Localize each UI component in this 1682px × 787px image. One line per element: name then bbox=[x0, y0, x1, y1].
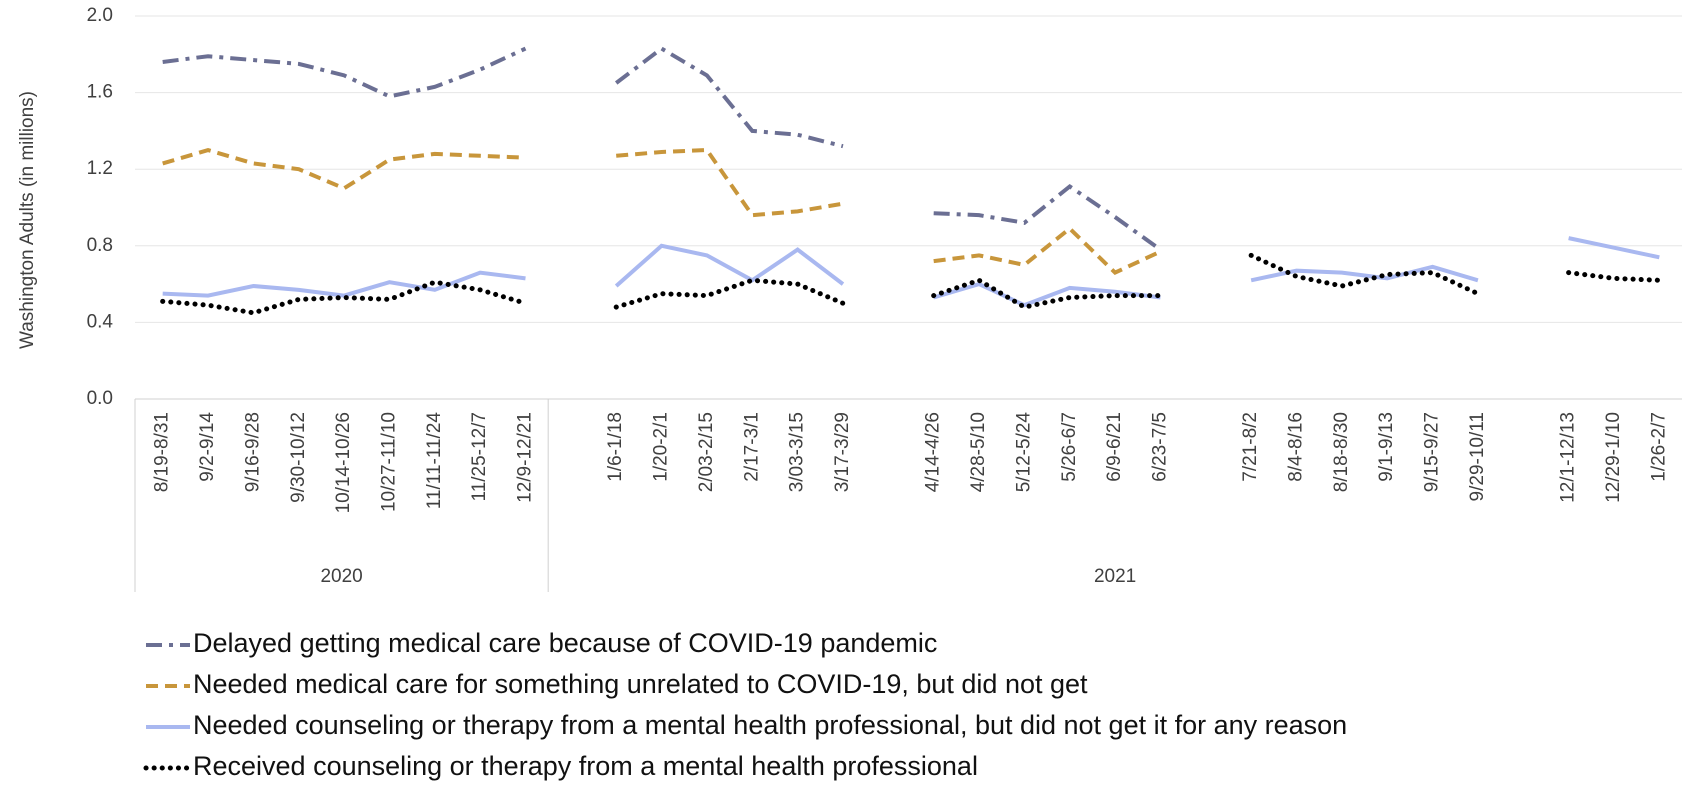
group-label: 2021 bbox=[1094, 566, 1136, 587]
y-tick-label: 0.0 bbox=[87, 388, 113, 409]
x-tick-label: 11/11-11/24 bbox=[424, 412, 445, 510]
x-tick-label: 6/23-7/5 bbox=[1149, 412, 1170, 482]
y-tick-label: 0.4 bbox=[87, 311, 114, 332]
legend-label: Needed counseling or therapy from a ment… bbox=[193, 710, 1347, 740]
y-tick-label: 1.2 bbox=[87, 158, 113, 179]
series-line bbox=[933, 281, 1161, 308]
x-tick-label: 3/03-3/15 bbox=[787, 412, 808, 492]
x-tick-label: 10/27-11/10 bbox=[378, 412, 399, 512]
x-tick-label: 12/1-12/13 bbox=[1558, 412, 1579, 503]
x-tick-label: 9/1-9/13 bbox=[1376, 412, 1397, 482]
series-line bbox=[614, 46, 844, 149]
series-line bbox=[162, 147, 526, 191]
y-tick-label: 0.8 bbox=[87, 235, 113, 256]
x-tick-label: 2/17-3/1 bbox=[741, 412, 762, 482]
x-tick-label: 7/21-8/2 bbox=[1240, 412, 1261, 482]
y-tick-label: 1.6 bbox=[87, 82, 113, 103]
series-line bbox=[1248, 252, 1481, 297]
x-tick-label: 9/16-9/28 bbox=[242, 412, 263, 492]
x-tick-label: 6/9-6/21 bbox=[1104, 412, 1125, 482]
x-tick-label: 1/26-2/7 bbox=[1648, 412, 1669, 482]
legend-label: Delayed getting medical care because of … bbox=[193, 628, 937, 658]
group-label: 2020 bbox=[320, 566, 362, 587]
x-tick-label: 12/29-1/10 bbox=[1603, 412, 1624, 503]
series-line bbox=[1568, 236, 1660, 260]
x-tick-label: 1/6-1/18 bbox=[605, 412, 626, 482]
legend-label: Received counseling or therapy from a me… bbox=[193, 751, 978, 781]
x-tick-label: 4/28-5/10 bbox=[968, 412, 989, 492]
series-line bbox=[160, 279, 528, 316]
x-tick-label: 9/30-10/12 bbox=[288, 412, 309, 503]
x-tick-label: 5/12-5/24 bbox=[1013, 412, 1034, 493]
legend-label: Needed medical care for something unrela… bbox=[193, 669, 1088, 699]
x-tick-label: 3/17-3/29 bbox=[832, 412, 853, 492]
series-line bbox=[162, 270, 526, 298]
series-line bbox=[614, 243, 845, 288]
x-tick-label: 9/2-9/14 bbox=[197, 412, 218, 482]
x-tick-label: 5/26-6/7 bbox=[1059, 412, 1080, 482]
series-line bbox=[162, 46, 527, 99]
series-line bbox=[933, 183, 1162, 252]
x-tick-label: 2/03-2/15 bbox=[696, 412, 717, 492]
y-tick-label: 2.0 bbox=[87, 5, 113, 26]
x-tick-label: 8/18-8/30 bbox=[1331, 412, 1352, 492]
x-tick-label: 10/14-10/26 bbox=[333, 412, 354, 513]
series-line bbox=[1566, 270, 1662, 283]
x-tick-label: 12/9-12/21 bbox=[515, 412, 536, 503]
series-line bbox=[933, 225, 1162, 276]
x-tick-label: 8/4-8/16 bbox=[1286, 412, 1307, 482]
x-tick-label: 4/14-4/26 bbox=[923, 412, 944, 492]
series-line bbox=[616, 148, 844, 218]
x-tick-label: 8/19-8/31 bbox=[152, 412, 173, 492]
series-line bbox=[931, 277, 1163, 310]
y-axis-title: Washington Adults (in millions) bbox=[17, 91, 38, 349]
series-line bbox=[613, 277, 846, 310]
x-tick-label: 9/29-10/11 bbox=[1467, 412, 1488, 501]
x-tick-label: 11/25-12/7 bbox=[469, 412, 490, 501]
x-tick-label: 1/20-2/1 bbox=[651, 412, 672, 482]
x-tick-label: 9/15-9/27 bbox=[1422, 412, 1443, 492]
